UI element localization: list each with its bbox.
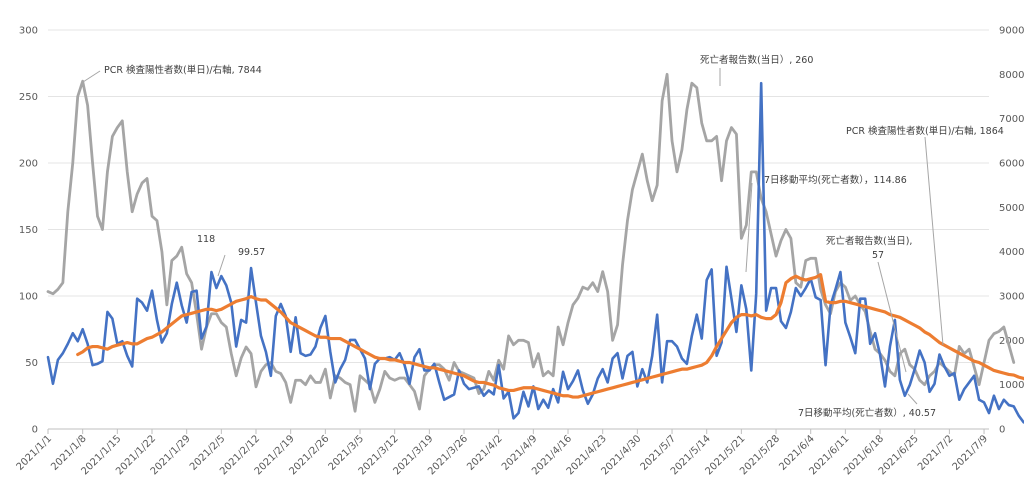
- y-left-tick-label: 200: [19, 159, 38, 170]
- annotation-ma-end: 7日移動平均(死亡者数）, 40.57: [798, 407, 936, 419]
- annotation-ma-peak: 7日移動平均(死亡者数），114.86: [764, 174, 907, 186]
- y-left-tick-label: 250: [19, 92, 38, 103]
- y-right-tick-label: 3000: [999, 292, 1024, 303]
- gridlines: [48, 29, 989, 430]
- x-tick-label: 2021/7/2: [916, 433, 956, 473]
- y-axis-left-ticks: 0 50 100 150 200 250 300: [19, 26, 38, 436]
- deaths-7day-avg-line: [76, 273, 1024, 399]
- y-right-tick-label: 8000: [999, 70, 1024, 81]
- annotation-ma-feb: 99.57: [238, 247, 265, 258]
- pcr-positive-line: [46, 72, 1016, 413]
- x-tick-label: 2021/7/9: [951, 433, 991, 473]
- y-axis-right-ticks: 0 1000 2000 3000 4000 5000 6000 7000 8000 9000: [999, 26, 1024, 436]
- annotation-deaths-end: 死亡者報告数(当日),: [826, 235, 912, 247]
- leader-line: [217, 254, 226, 277]
- y-left-tick-label: 50: [25, 358, 38, 369]
- leader-line: [877, 261, 907, 373]
- y-left-tick-label: 300: [19, 26, 38, 37]
- x-tick-label: 2021/1/1: [15, 433, 55, 473]
- y-right-tick-label: 9000: [999, 26, 1024, 37]
- annotation-deaths-peak: 死亡者報告数(当日）, 260: [700, 54, 813, 66]
- y-right-tick-label: 0: [999, 425, 1005, 436]
- y-right-tick-label: 2000: [999, 336, 1024, 347]
- series-group: [46, 72, 1024, 424]
- y-right-tick-label: 7000: [999, 114, 1024, 125]
- annotations: PCR 検査陽性者数(単日)/右軸, 7844 死亡者報告数(当日）, 260 7日…: [82, 54, 1004, 419]
- y-right-tick-label: 4000: [999, 247, 1024, 258]
- x-axis-ticks: 2021/1/12021/1/82021/1/152021/1/222021/1…: [15, 429, 991, 477]
- annotation-pcr-peak: PCR 検査陽性者数(単日)/右軸, 7844: [104, 64, 262, 76]
- annotation-pcr-end: PCR 検査陽性者数(単日)/右軸, 1864: [846, 125, 1004, 137]
- leader-line: [745, 182, 753, 273]
- y-left-tick-label: 0: [32, 425, 38, 436]
- y-right-tick-label: 6000: [999, 159, 1024, 170]
- leader-line: [907, 393, 918, 405]
- y-right-tick-label: 5000: [999, 203, 1024, 214]
- deaths-daily-line: [46, 81, 1024, 424]
- y-left-tick-label: 150: [19, 225, 38, 236]
- y-right-tick-label: 1000: [999, 380, 1024, 391]
- leader-line: [82, 70, 101, 83]
- y-left-tick-label: 100: [19, 292, 38, 303]
- x-tick-label: 2021/4/2: [465, 433, 505, 473]
- annotation-deaths-end-value: 57: [872, 250, 884, 261]
- annotation-deaths-feb: 118: [197, 234, 215, 245]
- leader-line: [924, 136, 944, 346]
